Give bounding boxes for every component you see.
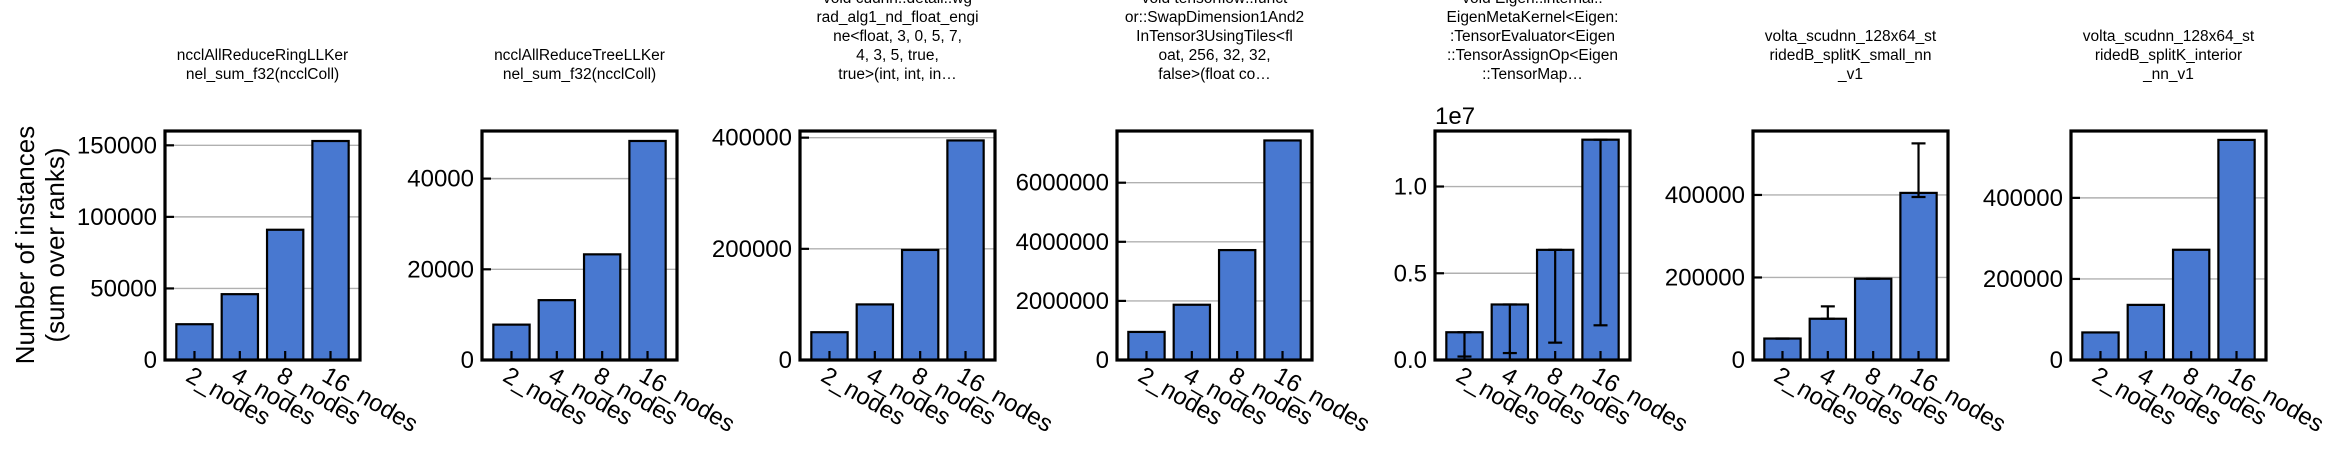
bar-4_nodes (220, 293, 260, 362)
y-tick-label: 40000 (407, 166, 474, 193)
y-tick-label: 0 (2050, 347, 2063, 374)
y-tick-label: 4000000 (1016, 229, 1109, 256)
y-tick-label: 0 (779, 347, 792, 374)
panel-title-line: 4, 3, 5, true, (856, 47, 939, 64)
error-bar (1548, 248, 1563, 344)
panel-title-line: or::SwapDimension1And2 (1125, 9, 1304, 26)
y-tick-label: 1.0 (1394, 174, 1427, 201)
plot-frame (163, 129, 362, 362)
panel-title-line: _v1 (1837, 66, 1863, 83)
plot-frame (1751, 129, 1950, 362)
y-tick-label: 0.0 (1394, 347, 1427, 374)
panel-title-line: rad_alg1_nd_float_engi (816, 9, 978, 26)
panel-title-line: false>(float co… (1158, 66, 1270, 83)
chart-panel-2: 020000400002_nodes4_nodes8_nodes16_nodes… (407, 47, 739, 438)
panel-title-line: ncclAllReduceTreeLLKer (494, 47, 665, 64)
panel-title-line: ncclAllReduceRingLLKer (177, 47, 348, 64)
panel-title-line: oat, 256, 32, 32, (1158, 47, 1270, 64)
panel-title-line: ridedB_splitK_small_nn (1770, 47, 1932, 64)
chart-panel-7: 02000004000002_nodes4_nodes8_nodes16_nod… (1983, 28, 2328, 438)
bar-2_nodes (175, 323, 214, 362)
bar-16_nodes (628, 139, 667, 362)
bar-16_nodes (1263, 139, 1302, 362)
panel-title-line: void cudnn::detail::wg (823, 0, 972, 7)
bar-16_nodes (946, 139, 985, 362)
panel-title-line: nel_sum_f32(ncclColl) (186, 66, 339, 83)
y-tick-label: 50000 (90, 275, 157, 302)
panel-title-line: ::TensorAssignOp<Eigen (1447, 47, 1618, 64)
y-tick-label: 20000 (407, 256, 474, 283)
bar-8_nodes (1853, 277, 1893, 362)
bar-16_nodes (2217, 138, 2256, 362)
bar-8_nodes (900, 248, 940, 362)
y-tick-label: 100000 (77, 204, 157, 231)
bar-16_nodes (311, 139, 350, 362)
bar-8_nodes (2171, 248, 2211, 362)
panel-title-line: ::TensorMap… (1482, 66, 1583, 83)
error-bar (1820, 305, 1835, 320)
y-tick-label: 0 (461, 347, 474, 374)
y-tick-label: 200000 (1665, 264, 1745, 291)
panel-title-line: :TensorEvaluator<Eigen (1450, 28, 1615, 45)
bar-8_nodes (582, 253, 622, 362)
y-tick-label: 400000 (1983, 185, 2063, 212)
y-tick-label: 200000 (1983, 266, 2063, 293)
y-tick-label: 0 (1096, 347, 1109, 374)
chart-panel-5: 0.00.51.01e72_nodes4_nodes8_nodes16_node… (1394, 0, 1693, 438)
y-tick-label: 0.5 (1394, 260, 1427, 287)
y-tick-label: 6000000 (1016, 170, 1109, 197)
axis-multiplier: 1e7 (1435, 103, 1475, 130)
chart-panel-1: 0500001000001500002_nodes4_nodes8_nodes1… (77, 47, 422, 438)
chart-panel-6: 02000004000002_nodes4_nodes8_nodes16_nod… (1665, 28, 2010, 438)
panel-title-line: InTensor3UsingTiles<fl (1136, 28, 1293, 45)
panel-title-line: volta_scudnn_128x64_st (2083, 28, 2255, 45)
y-tick-label: 0 (1732, 347, 1745, 374)
bar-16_nodes (1899, 191, 1938, 362)
error-bar (1911, 142, 1926, 199)
y-tick-label: 200000 (712, 236, 792, 263)
y-tick-label: 150000 (77, 132, 157, 159)
panel-title-line: EigenMetaKernel<Eigen: (1447, 9, 1619, 26)
y-axis-label: Number of instances (sum over ranks) (10, 126, 70, 364)
panel-title-line: _nn_v1 (2142, 66, 2194, 83)
panel-title-line: ridedB_splitK_interior (2095, 47, 2242, 64)
y-tick-label: 400000 (712, 125, 792, 152)
bar-4_nodes (2126, 303, 2166, 362)
panel-title-line: nel_sum_f32(ncclColl) (503, 66, 656, 83)
panel-title-line: void tensorflow::funct (1142, 0, 1288, 7)
chart-panel-4: 02000000400000060000002_nodes4_nodes8_no… (1016, 0, 1375, 438)
plot-frame (1433, 129, 1632, 362)
y-axis-label-line: Number of instances (10, 126, 40, 364)
panel-title-line: true>(int, int, in… (838, 66, 956, 83)
chart-panel-3: 02000004000002_nodes4_nodes8_nodes16_nod… (712, 0, 1057, 438)
y-tick-label: 2000000 (1016, 288, 1109, 315)
y-tick-label: 0 (144, 347, 157, 374)
bar-8_nodes (265, 228, 305, 362)
panel-title-line: void Eigen::internal:: (1462, 0, 1602, 7)
bar-8_nodes (1217, 248, 1257, 362)
plot-frame (2069, 129, 2268, 362)
plot-frame (480, 129, 679, 362)
plot-frame (1115, 129, 1314, 362)
plot-frame (798, 129, 997, 362)
panel-title-line: volta_scudnn_128x64_st (1765, 28, 1937, 45)
y-axis-label-line: (sum over ranks) (40, 147, 70, 342)
y-tick-label: 400000 (1665, 182, 1745, 209)
error-bar (1593, 138, 1608, 327)
panel-title-line: ne<float, 3, 0, 5, 7, (833, 28, 962, 45)
